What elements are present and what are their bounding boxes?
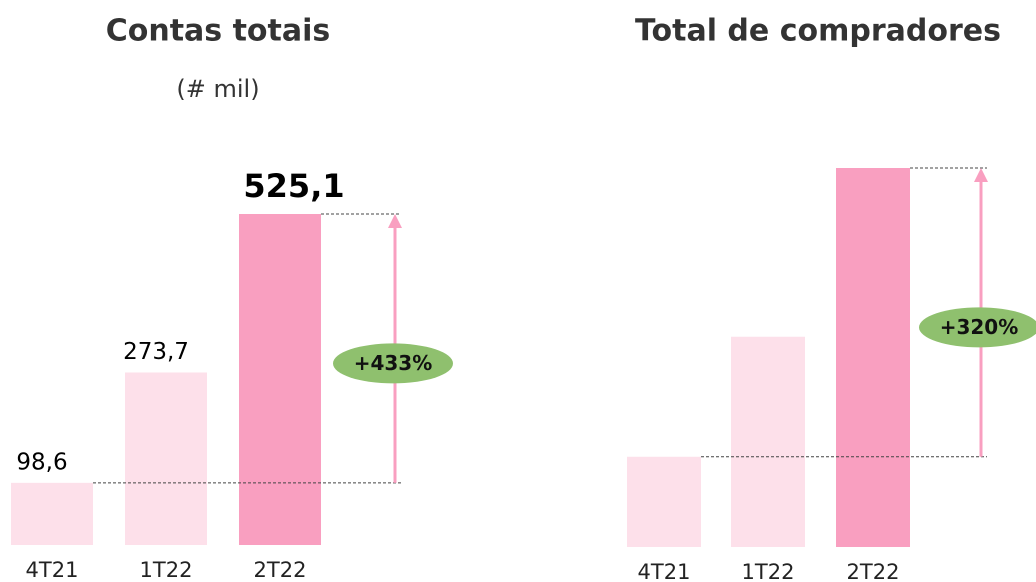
x-tick-label: 1T22: [140, 558, 193, 582]
growth-badge: [333, 343, 453, 384]
x-tick-label: 1T22: [742, 560, 795, 582]
chart-title: Total de compradores: [635, 14, 1001, 49]
x-tick-label: 2T22: [847, 560, 900, 582]
chart-title: Contas totais: [106, 14, 331, 49]
growth-label: +320%: [940, 315, 1019, 339]
bar: [627, 456, 701, 547]
bar: [125, 372, 207, 545]
arrow-head: [388, 214, 402, 228]
bar: [731, 336, 805, 547]
value-label: 273,7: [123, 339, 189, 365]
bar: [11, 482, 93, 545]
chart-subtitle: (# mil): [176, 75, 259, 103]
growth-label: +433%: [354, 351, 433, 375]
growth-badge: [919, 307, 1036, 348]
x-tick-label: 2T22: [254, 558, 307, 582]
value-label: 525,1: [243, 167, 344, 205]
bar: [239, 214, 321, 545]
bar: [836, 168, 910, 547]
value-label: 98,6: [16, 449, 67, 475]
x-tick-label: 4T21: [26, 558, 79, 582]
x-tick-label: 4T21: [638, 560, 691, 582]
arrow-head: [974, 168, 988, 182]
